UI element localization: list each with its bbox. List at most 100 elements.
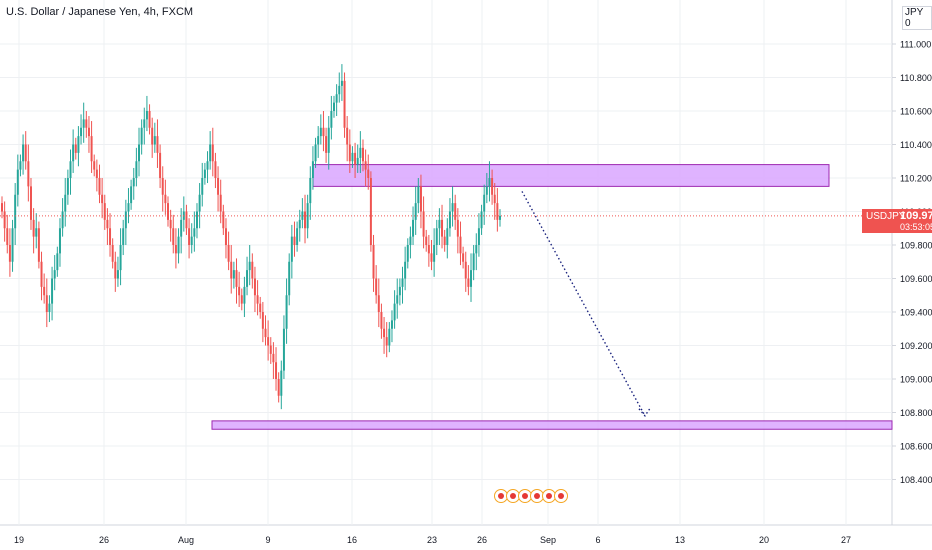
candle-body xyxy=(446,228,449,245)
candle-body xyxy=(443,236,446,245)
candle-body xyxy=(185,211,188,229)
time-tick-label: 13 xyxy=(675,535,685,545)
candle-body xyxy=(227,245,230,262)
candle-body xyxy=(272,353,275,363)
candlestick-series xyxy=(1,64,501,410)
candle-body xyxy=(172,228,175,245)
candle-body xyxy=(135,161,138,178)
candle-body xyxy=(29,186,32,220)
candle-body xyxy=(80,127,83,137)
candle-body xyxy=(422,211,425,237)
candle-body xyxy=(177,236,180,254)
candle-body xyxy=(127,203,130,212)
candle-body xyxy=(390,320,393,329)
candle-body xyxy=(433,245,436,262)
price-tick-label: 108.400 xyxy=(900,475,932,485)
candle-body xyxy=(404,261,407,279)
time-tick-label: 20 xyxy=(759,535,769,545)
candle-body xyxy=(256,295,259,304)
candle-body xyxy=(385,337,388,346)
candle-body xyxy=(375,278,378,296)
last-price-tag: USDJPY 109.974 03:53:05 xyxy=(862,209,932,233)
price-zone xyxy=(312,164,830,187)
price-tick-label: 109.000 xyxy=(900,375,932,385)
candle-body xyxy=(240,295,243,304)
time-tick-label: 9 xyxy=(265,535,270,545)
time-tick-label: 23 xyxy=(427,535,437,545)
candle-body xyxy=(48,303,51,312)
candle-body xyxy=(167,203,169,220)
economic-event-icon[interactable] xyxy=(554,489,568,503)
candle-body xyxy=(103,203,106,220)
candle-body xyxy=(298,219,301,229)
price-tag-value: 109.974 xyxy=(900,210,932,222)
candle-body xyxy=(454,203,457,220)
candle-body xyxy=(77,136,80,153)
time-tick-label: 26 xyxy=(477,535,487,545)
candle-body xyxy=(364,161,367,170)
candle-body xyxy=(19,161,22,170)
candle-body xyxy=(417,186,420,204)
candle-body xyxy=(53,270,56,279)
candle-body xyxy=(111,245,114,262)
candle-body xyxy=(243,286,246,304)
candle-body xyxy=(361,147,364,162)
candle-body xyxy=(296,228,299,245)
candle-body xyxy=(156,136,159,153)
candle-body xyxy=(472,253,475,271)
chart-grid xyxy=(0,0,932,526)
time-tick-label: Sep xyxy=(540,535,556,545)
candle-body xyxy=(232,270,235,279)
candle-body xyxy=(488,178,491,187)
candle-body xyxy=(383,328,386,338)
candle-body xyxy=(267,337,270,346)
candle-body xyxy=(496,203,499,220)
candle-body xyxy=(22,144,25,162)
candle-body xyxy=(396,295,399,304)
candle-body xyxy=(290,236,293,262)
candle-body xyxy=(398,286,401,296)
time-tick-label: 16 xyxy=(347,535,357,545)
candle-body xyxy=(217,178,220,195)
candle-body xyxy=(412,219,415,237)
candle-body xyxy=(401,278,404,287)
candle-body xyxy=(43,286,46,296)
price-tick-label: 109.200 xyxy=(900,341,932,351)
candle-body xyxy=(351,152,354,162)
price-tick-label: 110.200 xyxy=(900,174,932,184)
price-tick-label: 109.600 xyxy=(900,274,932,284)
candle-body xyxy=(470,270,473,287)
time-tick-label: 6 xyxy=(595,535,600,545)
candle-body xyxy=(45,295,48,312)
candle-body xyxy=(58,228,61,254)
candle-body xyxy=(206,161,209,170)
candle-body xyxy=(98,178,101,195)
candle-body xyxy=(64,194,67,212)
candle-body xyxy=(74,144,77,153)
candle-body xyxy=(114,261,117,279)
candle-body xyxy=(451,203,454,212)
candle-body xyxy=(72,144,75,162)
candle-body xyxy=(198,194,201,212)
candle-body xyxy=(441,219,444,237)
candle-body xyxy=(153,136,156,145)
candle-body xyxy=(211,144,214,162)
candle-body xyxy=(311,161,314,178)
currency-label[interactable]: JPY 0 xyxy=(902,6,932,30)
candle-body xyxy=(367,169,370,178)
candle-body xyxy=(330,111,333,128)
candle-body xyxy=(40,261,43,287)
candle-body xyxy=(393,303,396,321)
candle-body xyxy=(419,186,422,212)
candle-body xyxy=(259,303,262,312)
candle-body xyxy=(304,211,307,229)
time-axis: 19 26 Aug 9 16 23 26 Sep 6 13 20 27 xyxy=(14,535,851,545)
candle-body xyxy=(56,253,59,271)
candle-body xyxy=(340,80,343,86)
economic-event-icon[interactable] xyxy=(518,489,532,503)
candle-body xyxy=(169,219,172,229)
candle-body xyxy=(203,169,206,178)
candle-body xyxy=(372,245,375,279)
candle-body xyxy=(491,178,494,195)
